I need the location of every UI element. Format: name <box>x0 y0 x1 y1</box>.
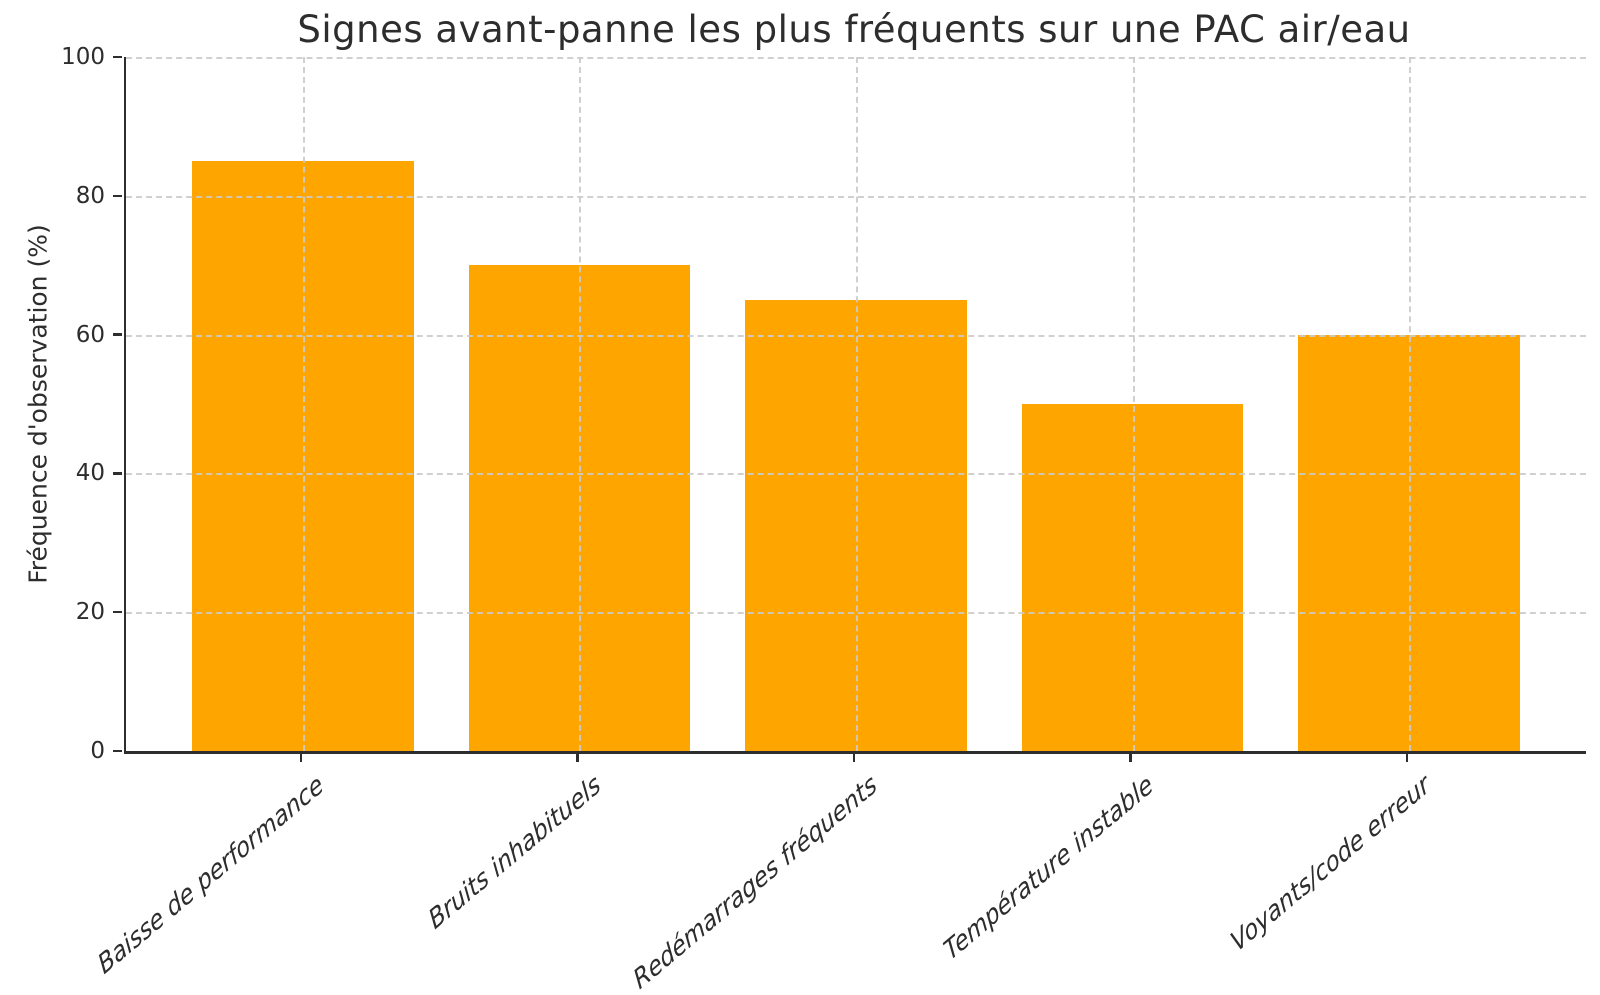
y-tick-label: 40 <box>75 460 105 487</box>
v-gridline <box>579 57 582 751</box>
x-tick <box>299 753 303 762</box>
v-gridline <box>856 57 858 751</box>
y-tick-label: 0 <box>90 738 105 764</box>
chart-title: Signes avant-panne les plus fréquents su… <box>297 8 1411 51</box>
bar <box>745 299 967 751</box>
x-tick-label: Bruits inhabituels <box>423 768 605 936</box>
v-gridline <box>1132 57 1135 751</box>
bar-chart-figure: Signes avant-panne les plus fréquents su… <box>23 8 1586 995</box>
y-tick <box>113 749 122 753</box>
x-tick <box>1405 753 1409 762</box>
x-tick-label: Redémarrages fréquents <box>628 768 882 995</box>
x-tick-label: Baisse de performance <box>93 768 329 981</box>
x-tick-label: Voyants/code erreur <box>1226 768 1435 959</box>
y-tick <box>113 55 122 59</box>
v-gridline <box>1409 57 1412 751</box>
x-tick <box>1129 753 1132 762</box>
x-tick <box>576 753 579 762</box>
y-tick-label: 60 <box>75 321 105 348</box>
y-tick <box>113 472 122 475</box>
y-tick <box>113 194 122 198</box>
y-tick <box>113 333 122 336</box>
y-tick-label: 100 <box>61 44 105 70</box>
bar <box>468 265 691 751</box>
y-tick-label: 20 <box>75 599 105 626</box>
y-tick <box>113 610 122 614</box>
bar <box>192 161 414 751</box>
plot-area <box>124 57 1586 754</box>
y-axis-label: Fréquence d'observation (%) <box>23 224 53 584</box>
v-gridline <box>302 57 305 751</box>
y-tick-label: 80 <box>75 182 105 209</box>
x-tick <box>852 753 856 762</box>
x-tick-label: Température instable <box>939 768 1158 967</box>
